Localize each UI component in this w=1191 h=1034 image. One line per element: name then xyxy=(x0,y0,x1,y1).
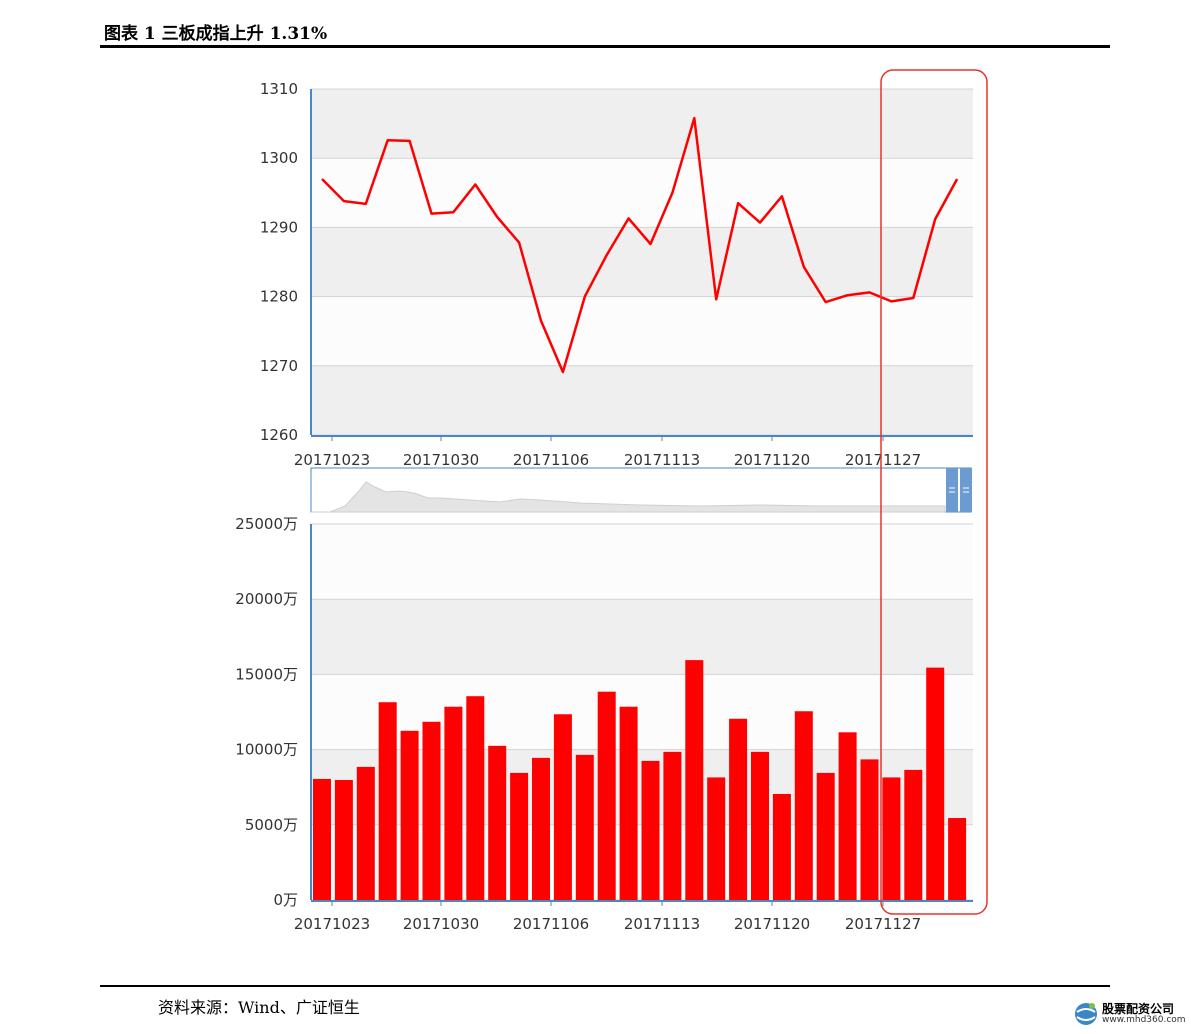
bar-y-tick-label: 10000万 xyxy=(235,741,298,759)
navigator-handle xyxy=(946,468,958,512)
bar-band xyxy=(311,524,973,600)
volume-bar xyxy=(816,772,835,900)
highlight-box xyxy=(880,69,988,915)
bar-x-tick-label: 20171030 xyxy=(403,915,479,933)
navigator-area xyxy=(311,481,946,513)
logo-name: 股票配资公司 xyxy=(1102,1002,1175,1016)
volume-bar xyxy=(313,778,331,900)
volume-bar xyxy=(444,706,463,900)
volume-bar xyxy=(532,757,550,900)
bar-y-tick-label: 0万 xyxy=(273,891,298,909)
line-y-tick-label: 1290 xyxy=(260,218,298,236)
volume-bar xyxy=(794,711,813,900)
line-band xyxy=(311,89,973,159)
line-y-tick-label: 1310 xyxy=(260,80,298,98)
bar-x-tick-label: 20171127 xyxy=(845,915,921,933)
line-x-tick-label: 20171120 xyxy=(734,451,810,469)
volume-bar xyxy=(904,769,923,900)
line-chart-bands xyxy=(311,89,973,435)
top-rule xyxy=(100,45,1110,48)
volume-bar xyxy=(707,777,726,900)
volume-bar xyxy=(882,777,901,900)
bar-band xyxy=(311,674,973,750)
volume-bar xyxy=(422,721,441,900)
line-x-tick-label: 20171106 xyxy=(513,451,589,469)
volume-bar xyxy=(356,766,375,900)
volume-bar xyxy=(619,706,638,900)
volume-bar xyxy=(729,718,748,900)
volume-bar xyxy=(510,772,529,900)
logo-url: www.mhd360.com xyxy=(1102,1015,1186,1025)
volume-bar xyxy=(466,696,485,900)
globe-logo-icon xyxy=(1075,1003,1097,1025)
volume-bar xyxy=(685,660,704,900)
bar-x-tick-label: 20171023 xyxy=(294,915,370,933)
bar-y-tick-label: 20000万 xyxy=(235,590,298,608)
volume-bar xyxy=(751,751,769,900)
publisher-logo: 股票配资公司 www.mhd360.com xyxy=(1072,998,1190,1030)
bar-chart-series xyxy=(313,660,967,900)
figure-title: 图表 1 三板成指上升 1.31% xyxy=(104,24,328,44)
line-band xyxy=(311,158,973,228)
line-y-tick-label: 1280 xyxy=(260,288,298,306)
volume-bar xyxy=(926,667,945,900)
line-x-tick-label: 20171023 xyxy=(294,451,370,469)
volume-bar xyxy=(641,760,660,900)
volume-bar xyxy=(488,745,507,900)
bar-x-tick-label: 20171106 xyxy=(513,915,589,933)
bottom-rule xyxy=(100,985,1110,987)
line-x-tick-label: 20171127 xyxy=(845,451,921,469)
line-band xyxy=(311,296,973,366)
navigator-handle xyxy=(960,468,972,512)
line-chart-axis xyxy=(310,89,973,437)
volume-bar xyxy=(772,793,791,900)
volume-bar xyxy=(575,754,594,900)
line-band xyxy=(311,365,973,435)
volume-bar xyxy=(838,732,857,900)
navigator xyxy=(310,467,972,513)
volume-bar xyxy=(948,818,967,900)
line-y-tick-label: 1270 xyxy=(260,357,298,375)
line-chart-series xyxy=(321,116,959,374)
line-band xyxy=(311,227,973,297)
line-chart-x-ticks: 20171023 20171030 20171106 20171113 20171120… xyxy=(294,435,921,469)
bar-chart-y-ticks: 0万 5000万 10000万 15000万 20000万 25000万 xyxy=(235,515,298,909)
volume-bar xyxy=(553,714,572,900)
volume-bar xyxy=(860,759,879,900)
line-y-tick-label: 1260 xyxy=(260,426,298,444)
bar-band xyxy=(311,599,973,675)
bar-y-tick-label: 15000万 xyxy=(235,665,298,683)
volume-bar xyxy=(378,702,397,900)
line-y-tick-label: 1300 xyxy=(260,149,298,167)
line-x-tick-label: 20171113 xyxy=(624,451,700,469)
source-note: 资料来源：Wind、广证恒生 xyxy=(158,998,360,1017)
line-series-path xyxy=(321,116,959,374)
line-x-tick-label: 20171030 xyxy=(403,451,479,469)
volume-bar xyxy=(663,751,682,900)
volume-bar xyxy=(400,730,419,900)
bar-y-tick-label: 5000万 xyxy=(245,816,298,834)
volume-bar xyxy=(597,691,616,900)
line-chart-y-ticks: 1260 1270 1280 1290 1300 1310 xyxy=(260,80,298,444)
chart-canvas: 1260 1270 1280 1290 1300 1310 20171023 2017103… xyxy=(235,69,988,933)
bar-y-tick-label: 25000万 xyxy=(235,515,298,533)
bar-chart-x-ticks: 20171023 20171030 20171106 20171113 20171120… xyxy=(294,900,921,933)
bar-chart-axis xyxy=(310,524,973,902)
bar-x-tick-label: 20171113 xyxy=(624,915,700,933)
bar-x-tick-label: 20171120 xyxy=(734,915,810,933)
volume-bar xyxy=(334,779,353,900)
